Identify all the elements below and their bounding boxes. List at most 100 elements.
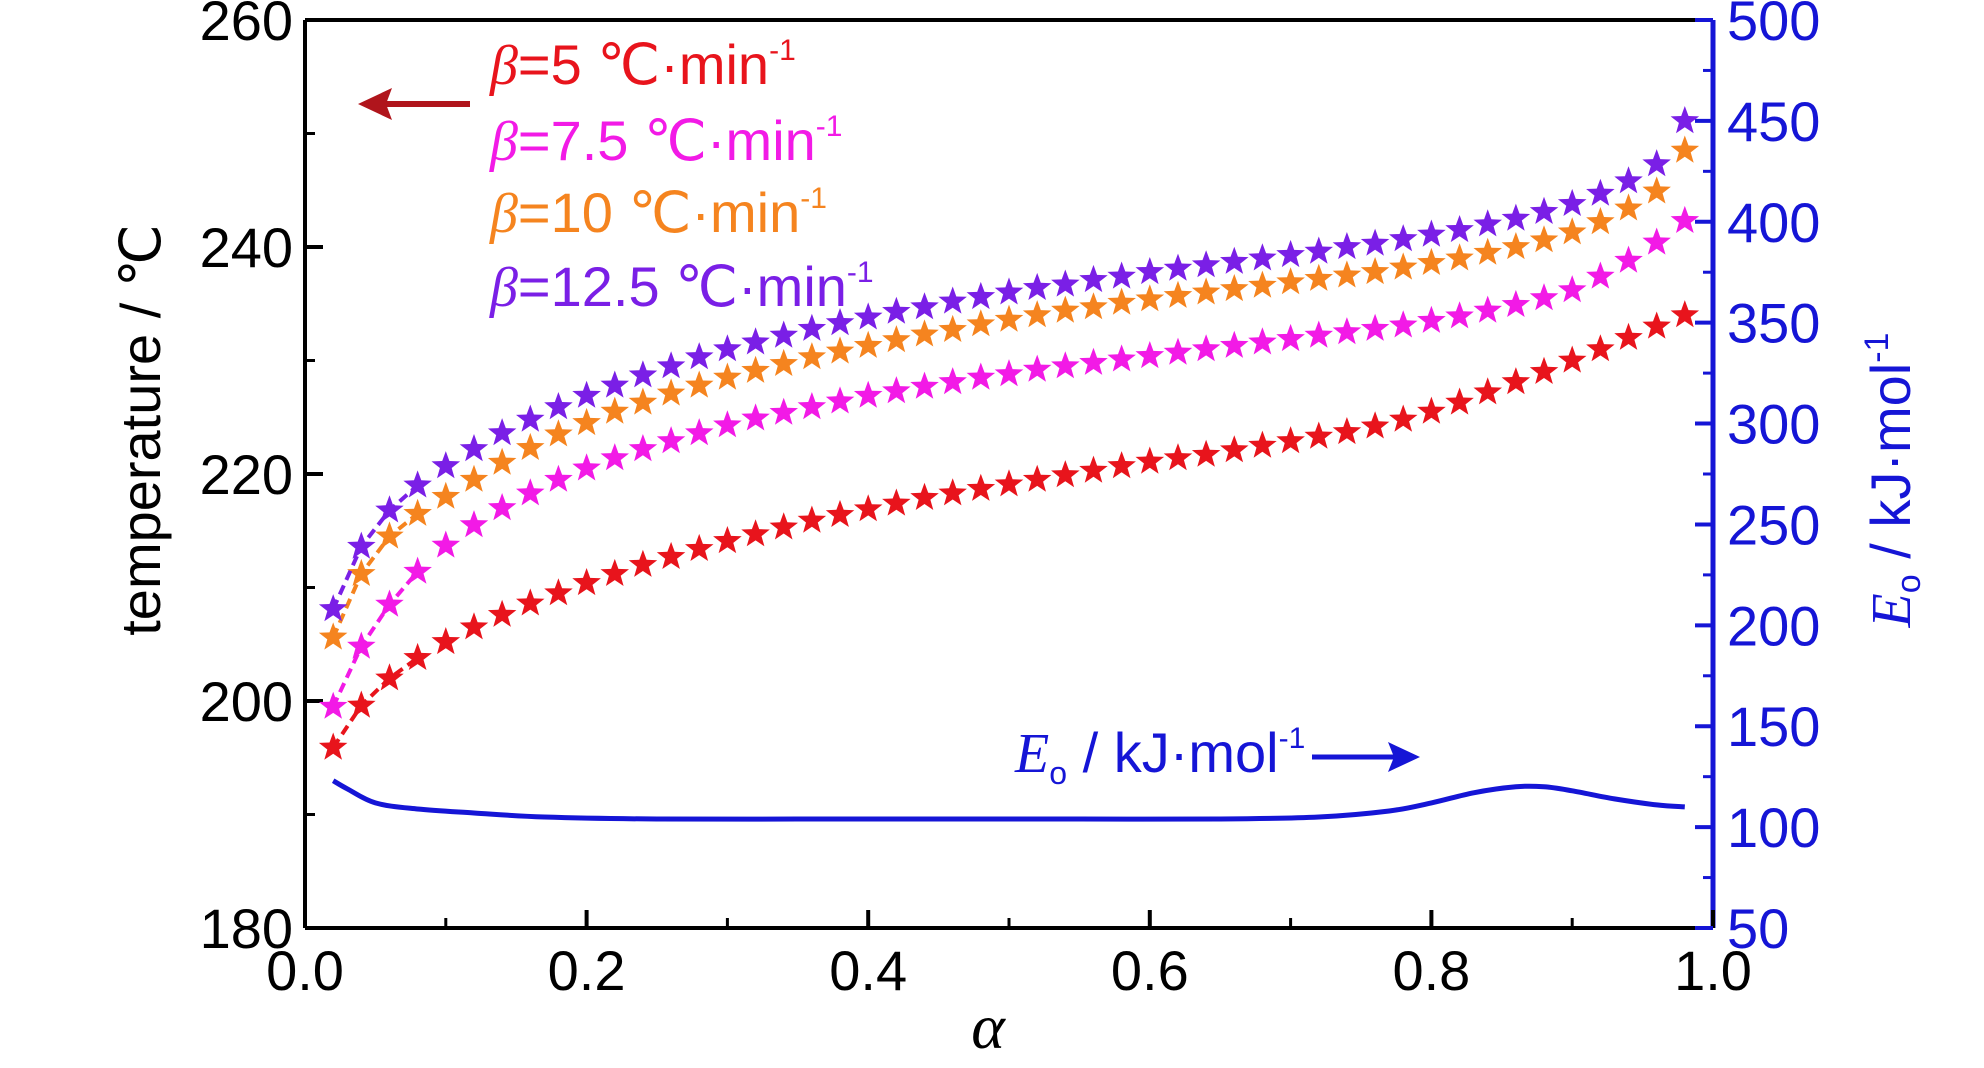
series-beta-10-point xyxy=(853,330,883,358)
series-beta-12-5-point xyxy=(1107,261,1136,289)
series-beta-7-5-point xyxy=(1332,317,1362,345)
legend-entry-eo-subscript: o xyxy=(1049,755,1067,791)
series-beta-7-5-point xyxy=(656,426,686,454)
series-beta-7-5-point xyxy=(938,367,967,395)
series-beta-10-point xyxy=(1389,252,1418,280)
series-beta-12-5-point xyxy=(853,302,883,330)
series-beta-7-5-point xyxy=(1220,330,1249,358)
series-beta-12-5-point xyxy=(1670,106,1700,134)
series-beta-12-5-point xyxy=(544,392,573,420)
series-beta-10-point xyxy=(1586,207,1615,235)
series-beta-10-point xyxy=(1304,263,1333,291)
series-beta-10-point xyxy=(431,481,461,509)
series-beta-12-5-point xyxy=(741,327,770,355)
legend-entry-beta-10: β=10 ℃·min-1 xyxy=(489,181,827,245)
series-beta-7-5-point xyxy=(853,380,883,408)
series-beta-10-point xyxy=(1332,260,1362,288)
y-right-axis-title-symbol: E xyxy=(1861,593,1923,628)
series-beta-10-point xyxy=(600,396,629,424)
series-beta-12-5-point xyxy=(431,451,461,479)
series-beta-5-point xyxy=(1557,345,1587,373)
series-beta-7-5-point xyxy=(544,464,573,492)
series-beta-7-5-point xyxy=(600,443,629,471)
legend-entry-beta-10-text: =10 ℃·min xyxy=(518,181,800,244)
series-beta-5-point xyxy=(1304,421,1333,449)
x-axis-title: α xyxy=(971,991,1006,1062)
legend-entry-beta-5: β=5 ℃·min-1 xyxy=(489,33,796,97)
y-left-axis-title: temperature / ℃ xyxy=(109,224,172,636)
series-beta-5-point xyxy=(938,478,967,506)
left-axis-pointer-arrow-head xyxy=(358,88,392,120)
series-beta-7-5-point xyxy=(825,386,855,414)
legend-entry-beta-7-5-symbol: β xyxy=(489,111,518,173)
series-beta-5-point xyxy=(1445,387,1474,415)
series-beta-5-point xyxy=(1276,426,1305,454)
series-beta-5-point xyxy=(1360,411,1390,439)
legend-entry-beta-12-5-superscript: -1 xyxy=(847,256,874,289)
series-beta-7-5-point xyxy=(797,392,827,420)
x-tick-label: 0.8 xyxy=(1392,939,1470,1002)
y-right-axis-title-subscript: o xyxy=(1890,574,1928,593)
series-beta-7-5-connector xyxy=(331,570,420,708)
series-beta-7-5-point xyxy=(966,362,996,390)
series-beta-12-5-point xyxy=(1332,232,1362,260)
right-axis-pointer-arrow-head xyxy=(1388,742,1420,772)
series-beta-7-5-point xyxy=(1079,347,1108,375)
series-beta-12-5-point xyxy=(318,594,348,622)
series-beta-7-5-point xyxy=(431,530,461,558)
series-beta-12-5-point xyxy=(1051,269,1080,297)
series-beta-5-point xyxy=(487,599,517,627)
series-beta-10-point xyxy=(1557,217,1587,245)
series-beta-12-5-point xyxy=(1529,196,1559,224)
series-markers-layer xyxy=(318,106,1700,760)
series-beta-10-point xyxy=(628,387,658,415)
series-beta-10-point xyxy=(375,521,404,549)
legend-entry-beta-10-superscript: -1 xyxy=(800,182,827,215)
legend-entry-beta-5-superscript: -1 xyxy=(769,34,796,67)
series-beta-12-5-point xyxy=(1445,215,1474,243)
series-beta-12-5-point xyxy=(459,434,489,462)
series-beta-10-point xyxy=(1642,176,1671,204)
series-beta-12-5-point xyxy=(1248,243,1277,271)
y-right-tick-label: 200 xyxy=(1727,594,1820,657)
series-beta-7-5-point xyxy=(1586,261,1615,289)
legend-entry-beta-12-5-text: =12.5 ℃·min xyxy=(518,255,847,318)
y-right-tick-label: 250 xyxy=(1727,493,1820,556)
series-beta-12-5-point xyxy=(1389,224,1418,252)
series-beta-7-5-point xyxy=(572,453,601,481)
y-left-tick-label: 260 xyxy=(200,0,293,52)
series-beta-7-5-point xyxy=(1389,310,1418,338)
series-beta-10-point xyxy=(1614,193,1643,221)
series-beta-12-5-point xyxy=(487,418,517,446)
series-beta-5-point xyxy=(1107,451,1136,479)
series-beta-5-point xyxy=(347,690,376,718)
series-beta-12-5-point xyxy=(1079,264,1108,293)
y-right-axis-title: Eo / kJ·mol-1 xyxy=(1858,333,1928,629)
y-right-tick-label: 450 xyxy=(1727,90,1820,153)
series-beta-10-point xyxy=(487,447,517,475)
series-beta-7-5-point xyxy=(741,403,770,431)
y-right-tick-label: 50 xyxy=(1727,897,1789,960)
series-beta-7-5-point xyxy=(685,418,714,446)
series-beta-12-5-point xyxy=(825,308,855,336)
legend-entry-eo-symbol: E xyxy=(1014,723,1049,785)
y-right-axis-title-superscript: -1 xyxy=(1858,333,1896,363)
series-beta-10-point xyxy=(966,309,996,337)
series-beta-7-5-point xyxy=(1276,323,1305,352)
series-beta-10-point xyxy=(1135,284,1165,312)
series-beta-5-point xyxy=(431,627,461,655)
series-beta-12-5-point xyxy=(1022,272,1052,300)
series-beta-7-5-point xyxy=(1304,320,1333,348)
y-left-tick-label: 220 xyxy=(200,443,293,506)
series-beta-12-5-point xyxy=(628,360,658,388)
series-beta-5-point xyxy=(1220,435,1249,463)
series-beta-5-point xyxy=(1135,446,1165,474)
series-beta-5-point xyxy=(1163,443,1193,471)
series-beta-5-point xyxy=(1248,430,1277,458)
series-beta-7-5-point xyxy=(1614,245,1643,273)
series-beta-5-point xyxy=(1079,455,1108,483)
series-beta-5-point xyxy=(853,494,883,522)
series-beta-5-point xyxy=(403,642,432,670)
